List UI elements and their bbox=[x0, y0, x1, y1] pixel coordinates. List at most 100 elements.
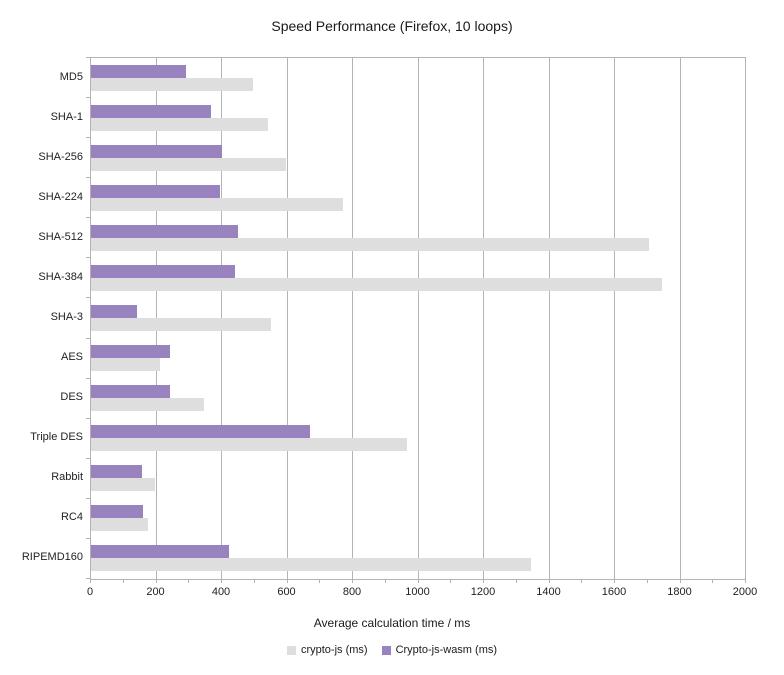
legend-swatch-icon bbox=[286, 645, 296, 655]
chart-title: Speed Performance (Firefox, 10 loops) bbox=[271, 18, 513, 34]
x-tick-label-1800: 1800 bbox=[667, 586, 692, 598]
x-axis-tick bbox=[155, 579, 157, 583]
x-axis-tick bbox=[679, 579, 681, 583]
y-axis-tick bbox=[86, 578, 90, 579]
bar-crypto-js-wasm-ms--rc4 bbox=[91, 505, 144, 519]
x-axis-tick bbox=[548, 579, 550, 583]
y-axis-tick bbox=[86, 378, 90, 379]
x-axis-tick bbox=[515, 579, 517, 583]
category-label-aes: AES bbox=[60, 351, 83, 364]
bar-crypto-js-wasm-ms--sha-512 bbox=[91, 224, 239, 238]
x-tick-label-1000: 1000 bbox=[405, 586, 430, 598]
gridline-x-1600 bbox=[614, 58, 615, 579]
bar-crypto-js-ms--rc4 bbox=[91, 518, 149, 532]
y-axis-tick bbox=[86, 338, 90, 339]
y-axis-tick bbox=[86, 217, 90, 218]
x-tick-label-1600: 1600 bbox=[601, 586, 627, 598]
bar-crypto-js-wasm-ms--md5 bbox=[91, 64, 186, 78]
x-tick-label-1200: 1200 bbox=[470, 586, 496, 598]
bar-crypto-js-wasm-ms--des bbox=[91, 385, 170, 399]
x-axis-tick bbox=[745, 579, 746, 583]
legend-item-crypto-js-ms-: crypto-js (ms) bbox=[286, 644, 368, 656]
gridline-x-1800 bbox=[679, 58, 681, 579]
legend-label: Crypto-js-wasm (ms) bbox=[395, 644, 498, 656]
x-axis-tick bbox=[286, 579, 288, 583]
x-axis-tick bbox=[319, 579, 321, 583]
gridline-x-800 bbox=[352, 58, 353, 579]
x-axis-tick bbox=[417, 579, 419, 583]
y-axis-tick bbox=[86, 538, 90, 539]
x-axis-tick bbox=[450, 579, 452, 583]
gridline-x-600 bbox=[286, 58, 288, 579]
bar-crypto-js-wasm-ms--sha-1 bbox=[91, 104, 211, 118]
x-axis-tick bbox=[712, 579, 714, 583]
bar-crypto-js-wasm-ms--triple-des bbox=[91, 425, 311, 439]
y-axis-tick bbox=[86, 257, 90, 258]
x-axis-tick bbox=[646, 579, 648, 583]
bar-crypto-js-ms--md5 bbox=[91, 77, 254, 91]
x-axis-tick bbox=[122, 579, 124, 583]
bar-crypto-js-ms--sha-224 bbox=[91, 197, 344, 211]
y-axis-tick bbox=[86, 57, 90, 58]
category-label-sha-384: SHA-384 bbox=[38, 270, 83, 283]
x-axis-tick bbox=[221, 579, 222, 583]
x-tick-label-2000: 2000 bbox=[732, 586, 758, 598]
x-tick-label-400: 400 bbox=[211, 586, 231, 598]
bar-crypto-js-ms--sha-512 bbox=[91, 237, 650, 251]
x-tick-label-200: 200 bbox=[146, 586, 165, 598]
category-label-sha-3: SHA-3 bbox=[50, 311, 83, 323]
bar-crypto-js-wasm-ms--aes bbox=[91, 345, 170, 359]
bar-crypto-js-ms--aes bbox=[91, 358, 160, 372]
bar-crypto-js-ms--sha-384 bbox=[91, 277, 663, 291]
bar-crypto-js-ms--des bbox=[91, 398, 204, 412]
x-axis-tick bbox=[188, 579, 190, 583]
x-axis-tick bbox=[90, 579, 91, 583]
category-label-md5: MD5 bbox=[59, 70, 83, 83]
x-axis-tick bbox=[384, 579, 386, 583]
legend-label: crypto-js (ms) bbox=[300, 644, 368, 656]
category-label-rabbit: Rabbit bbox=[51, 471, 83, 484]
y-axis-tick bbox=[86, 498, 90, 499]
category-label-rc4: RC4 bbox=[60, 511, 83, 524]
legend-item-crypto-js-wasm-ms-: Crypto-js-wasm (ms) bbox=[381, 644, 498, 656]
bar-crypto-js-wasm-ms--sha-384 bbox=[91, 264, 236, 278]
y-axis-tick bbox=[86, 297, 90, 298]
bar-crypto-js-ms--sha-1 bbox=[91, 117, 268, 131]
x-tick-label-1400: 1400 bbox=[536, 586, 561, 598]
x-tick-label-600: 600 bbox=[277, 586, 296, 598]
bar-crypto-js-ms--triple-des bbox=[91, 438, 408, 452]
y-axis-tick bbox=[86, 97, 90, 98]
gridline-x-2000 bbox=[745, 58, 746, 579]
x-axis-tick bbox=[581, 579, 583, 583]
y-axis-tick bbox=[86, 418, 90, 419]
bar-crypto-js-wasm-ms--sha-3 bbox=[91, 304, 137, 318]
x-tick-label-0: 0 bbox=[86, 586, 94, 598]
category-label-sha-256: SHA-256 bbox=[38, 150, 83, 163]
gridline-x-1400 bbox=[548, 58, 550, 579]
category-label-des: DES bbox=[60, 391, 83, 404]
category-label-sha-224: SHA-224 bbox=[38, 190, 83, 203]
y-axis-tick bbox=[86, 177, 90, 178]
bar-crypto-js-wasm-ms--sha-256 bbox=[91, 144, 222, 158]
x-axis-tick bbox=[352, 579, 353, 583]
bar-crypto-js-ms--sha-256 bbox=[91, 157, 286, 171]
category-label-triple-des: Triple DES bbox=[30, 431, 83, 444]
legend-swatch-icon bbox=[381, 645, 391, 655]
category-label-ripemd160: RIPEMD160 bbox=[21, 551, 83, 564]
x-axis-tick bbox=[253, 579, 255, 583]
plot-area bbox=[90, 57, 746, 580]
x-axis-tick bbox=[614, 579, 615, 583]
gridline-x-1000 bbox=[417, 58, 419, 579]
gridline-x-1200 bbox=[483, 58, 484, 579]
bar-crypto-js-wasm-ms--ripemd160 bbox=[91, 545, 229, 559]
bar-crypto-js-ms--ripemd160 bbox=[91, 558, 532, 572]
bar-crypto-js-ms--sha-3 bbox=[91, 317, 272, 331]
category-label-sha-512: SHA-512 bbox=[38, 230, 83, 243]
x-axis-tick bbox=[483, 579, 484, 583]
y-axis-tick bbox=[86, 137, 90, 138]
bar-crypto-js-ms--rabbit bbox=[91, 478, 155, 492]
x-axis-title: Average calculation time / ms bbox=[313, 616, 471, 630]
bar-crypto-js-wasm-ms--sha-224 bbox=[91, 184, 221, 198]
bar-crypto-js-wasm-ms--rabbit bbox=[91, 465, 142, 479]
